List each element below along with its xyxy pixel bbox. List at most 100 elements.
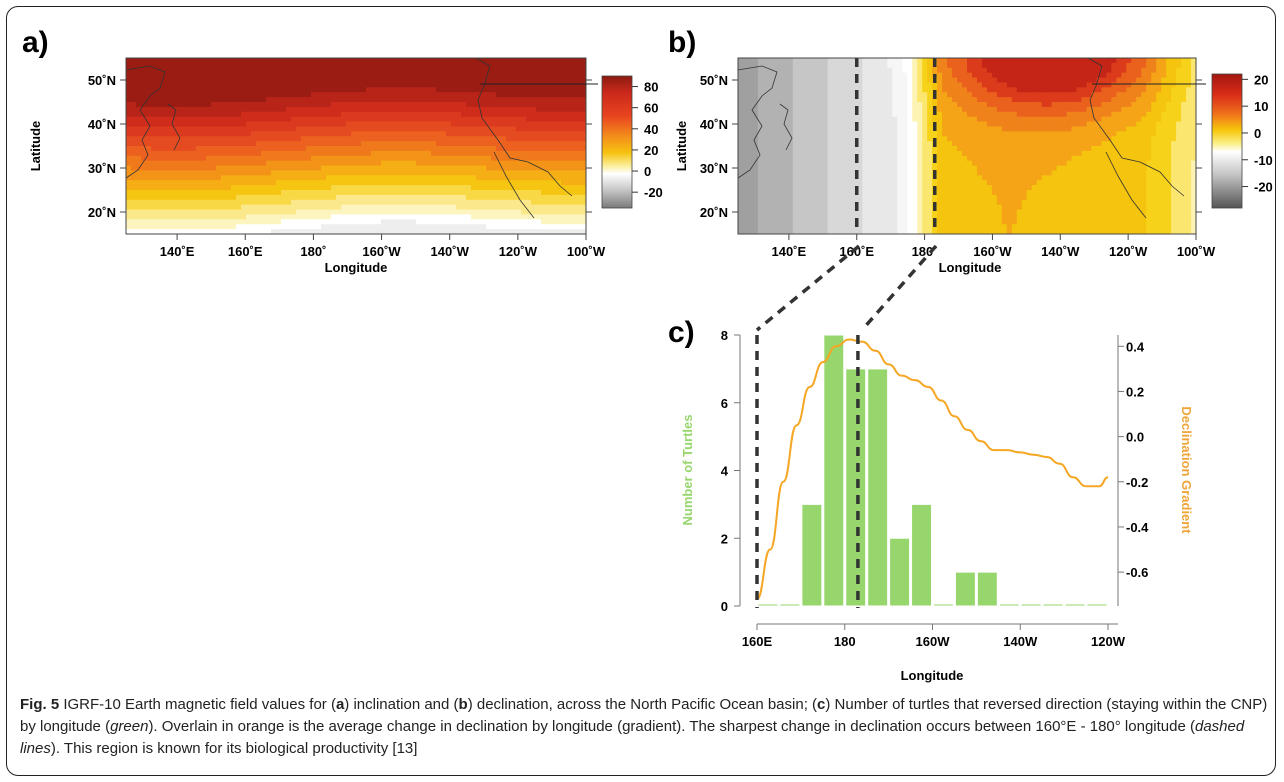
map-cell: [827, 204, 834, 211]
map-cell: [466, 224, 472, 230]
map-cell: [366, 170, 372, 176]
map-cell: [426, 199, 432, 206]
map-cell: [441, 97, 447, 103]
map-cell: [466, 62, 472, 69]
map-cell: [406, 67, 412, 74]
map-cell: [176, 87, 182, 93]
map-cell: [827, 209, 834, 216]
map-cell: [181, 170, 187, 176]
map-cell: [782, 175, 789, 181]
map-cell: [526, 219, 532, 225]
map-cell: [426, 77, 432, 84]
map-cell: [311, 126, 317, 132]
map-cell: [481, 209, 487, 216]
map-cell: [571, 72, 577, 79]
map-cell: [156, 77, 162, 84]
map-cell: [797, 180, 804, 186]
map-cell: [366, 102, 372, 108]
map-cell: [892, 190, 898, 196]
map-cell: [411, 116, 417, 123]
map-cell: [942, 175, 948, 181]
map-cell: [451, 67, 457, 74]
map-cell: [867, 185, 874, 191]
map-cell: [261, 175, 267, 181]
map-cell: [957, 82, 963, 88]
map-cell: [151, 102, 157, 108]
map-cell: [817, 229, 824, 234]
map-a-border: [125, 57, 587, 235]
map-cell: [496, 170, 502, 176]
map-cell: [191, 121, 197, 128]
map-cell: [772, 209, 779, 216]
map-cell: [887, 150, 893, 157]
map-cell: [887, 165, 893, 172]
map-cell: [166, 116, 172, 123]
map-cell: [501, 106, 507, 113]
map-cell: [757, 72, 764, 79]
map-cell: [822, 165, 829, 172]
map-cell: [857, 219, 864, 225]
map-cell: [957, 219, 963, 225]
map-cell: [221, 102, 227, 108]
map-cell: [326, 199, 332, 206]
map-cell: [531, 180, 537, 186]
map-cell: [792, 150, 799, 157]
map-cell: [842, 121, 849, 128]
map-cell: [947, 209, 953, 216]
map-cell: [246, 185, 252, 191]
map-cell: [196, 97, 202, 103]
map-cell: [526, 180, 532, 186]
map-cell: [456, 185, 462, 191]
map-cell: [381, 77, 387, 84]
map-cell: [927, 199, 933, 206]
map-cell: [181, 62, 187, 69]
map-cell: [882, 224, 888, 230]
map-cell: [156, 229, 162, 234]
map-cell: [571, 165, 577, 172]
map-cell: [126, 82, 132, 88]
map-cell: [401, 72, 407, 79]
map-cell: [421, 82, 427, 88]
map-cell: [181, 155, 187, 162]
map-cell: [391, 87, 397, 93]
map-cell: [336, 190, 342, 196]
map-cell: [421, 204, 427, 211]
map-cell: [551, 219, 557, 225]
map-cell: [336, 180, 342, 186]
map-cell: [391, 209, 397, 216]
map-cell: [491, 102, 497, 108]
map-cell: [937, 170, 943, 176]
map-cell: [301, 160, 307, 167]
map-cell: [787, 72, 794, 79]
map-cell: [817, 111, 824, 118]
map-cell: [516, 131, 522, 137]
map-cell: [386, 67, 392, 74]
map-cell: [812, 170, 819, 176]
map-cell: [581, 190, 586, 196]
map-cell: [136, 72, 142, 79]
map-cell: [797, 204, 804, 211]
map-cell: [186, 102, 192, 108]
map-cell: [306, 121, 312, 128]
map-cell: [556, 111, 562, 118]
map-cell: [561, 224, 567, 230]
map-cell: [857, 194, 864, 201]
map-cell: [511, 67, 517, 74]
map-cell: [496, 185, 502, 191]
map-cell: [381, 185, 387, 191]
map-cell: [486, 97, 492, 103]
map-cell: [166, 77, 172, 84]
map-cell: [316, 116, 322, 123]
map-cell: [161, 82, 167, 88]
map-cell: [241, 160, 247, 167]
map-cell: [216, 102, 222, 108]
map-cell: [501, 116, 507, 123]
map-cell: [256, 111, 262, 118]
map-cell: [917, 58, 923, 64]
map-cell: [827, 82, 834, 88]
map-cell: [566, 214, 572, 220]
map-cell: [451, 209, 457, 216]
map-cell: [536, 180, 542, 186]
map-cell: [501, 58, 507, 64]
map-cell: [276, 209, 282, 216]
